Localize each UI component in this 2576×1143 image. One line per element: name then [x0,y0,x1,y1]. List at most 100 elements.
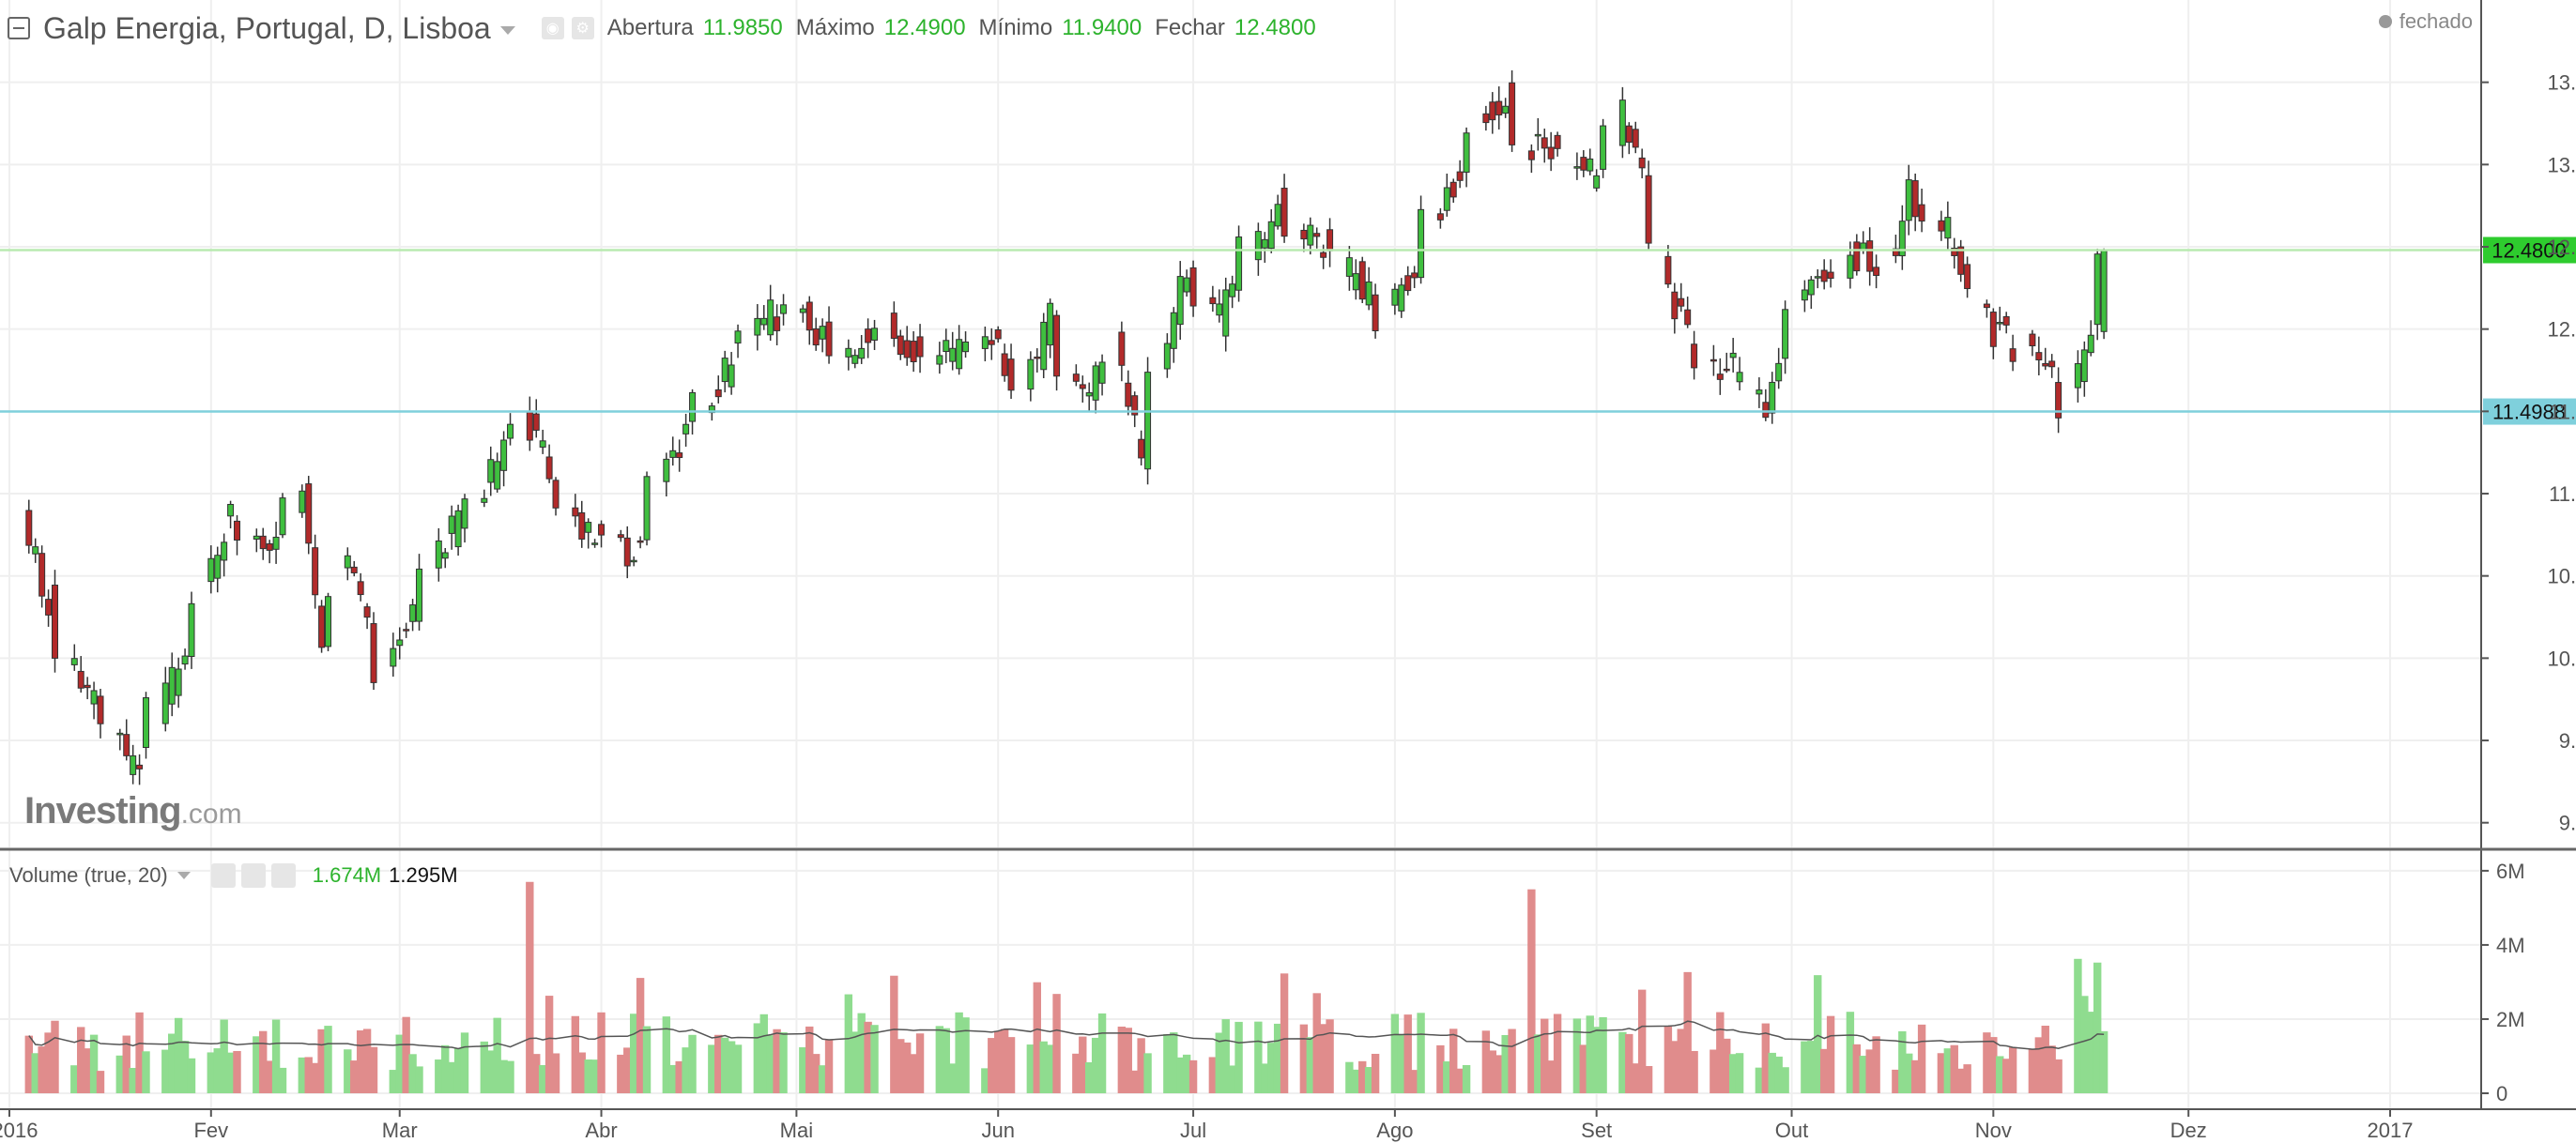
logo-brand: Investing [24,790,182,831]
gear-icon[interactable] [240,863,266,888]
chevron-down-icon[interactable] [499,25,515,35]
volume-bar [857,1013,866,1093]
volume-bar [1534,1034,1542,1093]
candle-body [890,312,897,340]
volume-bar [1273,1023,1282,1093]
eye-icon[interactable] [210,863,236,888]
candle-body [526,410,533,441]
volume-bar [298,1057,307,1093]
volume-bar [1254,1021,1263,1093]
open-label: Abertura [606,15,694,40]
candle-body [435,540,442,569]
time-tick-label: Jul [1180,1119,1206,1142]
candle-body [487,459,495,483]
volume-bar [1625,1033,1633,1093]
candle-body [669,450,677,458]
candle-body [962,341,970,353]
volume-bar [1592,1027,1601,1093]
candle-body [1443,187,1450,211]
volume-bar [408,1054,417,1093]
volume-bar [1664,1026,1673,1093]
volume-bar [1774,1056,1783,1093]
volume-bar [389,1070,398,1093]
candle-body [344,555,351,569]
candle-body [1827,271,1834,280]
volume-bar [115,1055,124,1093]
volume-bar [799,1046,807,1093]
candle-body [682,423,690,434]
volume-bar [551,1053,560,1093]
candle-body [1996,322,2003,325]
candle-body [390,648,397,667]
candle-body [1618,99,1626,146]
volume-bar [1950,1044,1958,1093]
volume-ma-line [28,1020,2105,1050]
volume-bar [1728,1054,1738,1093]
volume-bar [1072,1053,1081,1093]
volume-bar [584,1059,592,1093]
volume-bar [311,1062,319,1093]
candle-body [1632,129,1639,148]
candle-body [1898,221,1906,257]
volume-bar [811,1054,820,1093]
candle-body [1554,134,1561,149]
chevron-down-icon[interactable] [176,872,191,879]
volume-bar [1176,1057,1185,1093]
eye-icon[interactable]: ◉ [541,17,564,39]
candle-body [259,535,267,550]
volume-bar [499,1059,508,1093]
volume-bar [2034,1037,2044,1093]
volume-bar [1892,1069,1900,1093]
candle-body [2080,349,2088,383]
volume-bar [1352,1069,1360,1093]
close-icon[interactable] [270,863,296,888]
candle-body [130,754,137,775]
volume-bar [1541,1018,1549,1093]
candle-body [1254,231,1262,261]
candle-body [819,326,826,340]
candle-body [2042,362,2049,367]
instrument-title[interactable]: Galp Energia, Portugal, D, Lisboa [43,10,491,45]
candle-body [1482,113,1490,124]
candle-body [45,599,53,616]
candle-body [1261,238,1268,249]
volume-bars [24,881,2108,1093]
candle-body [689,391,697,422]
volume-bar [304,1057,313,1093]
volume-bar [1859,1056,1867,1093]
candle-body [1183,277,1190,293]
candle-body [1345,257,1353,277]
candle-body [1495,100,1503,115]
candle-body [1222,289,1230,337]
candle-body [1372,294,1379,331]
candle-body [805,301,813,331]
gear-icon[interactable]: ⚙ [571,17,594,39]
candle-body [910,341,917,362]
candle-body [299,490,306,513]
candle-body [1736,372,1743,383]
volume-bar [720,1037,729,1093]
candle-body [1235,236,1243,291]
menu-icon[interactable] [8,17,30,39]
volume-bar [818,1065,827,1093]
candle-body [598,524,606,536]
candle-body [272,536,280,550]
candle-body [448,515,455,534]
time-tick-label: 2016 [0,1119,38,1142]
volume-bar [864,1021,872,1093]
candle-body [1274,204,1281,227]
candle-body [403,629,410,632]
volume-title[interactable]: Volume (true, 20) [9,863,168,887]
candle-body [1541,137,1548,149]
candle-body [1873,267,1880,276]
candle-body [1138,438,1145,459]
candle-body [1040,321,1048,371]
volume-bar [1228,1065,1236,1093]
volume-bar [2080,996,2089,1093]
candle-body [221,541,228,561]
candle-body [1125,382,1132,407]
volume-bar [1826,1015,1835,1093]
candle-body [1170,312,1177,349]
candle-body [1716,373,1724,380]
